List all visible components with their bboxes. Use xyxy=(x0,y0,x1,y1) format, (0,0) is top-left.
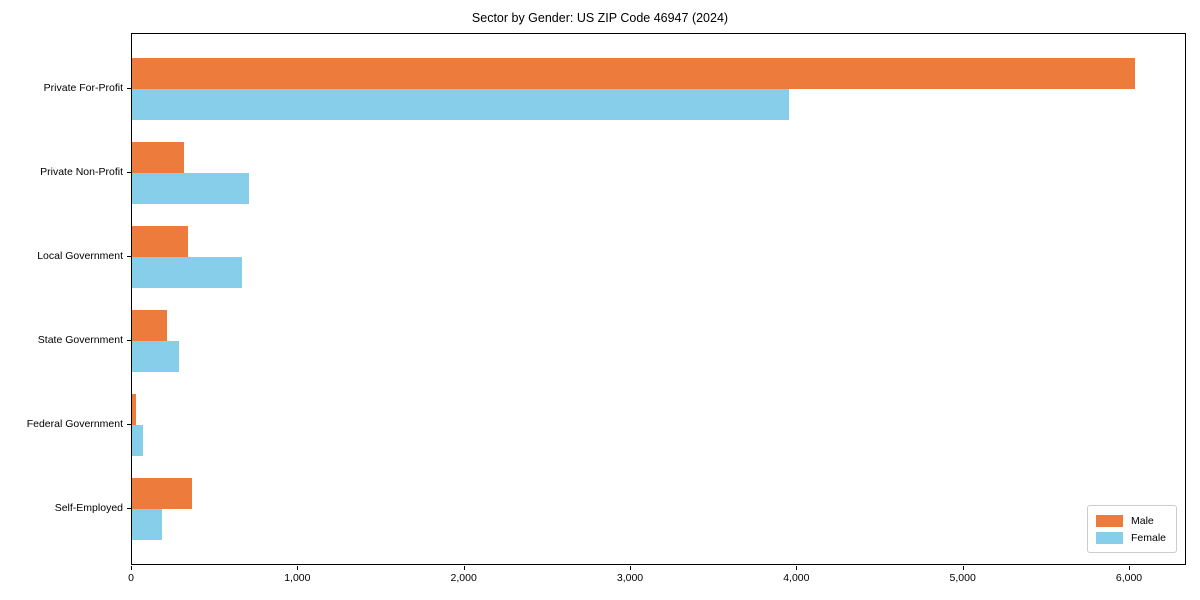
x-tick-label-6000: 6,000 xyxy=(1115,572,1143,584)
y-tick-mark xyxy=(127,172,131,173)
bar-female-self-employed xyxy=(132,509,162,540)
legend-entry-female: Female xyxy=(1095,529,1166,546)
x-tick-mark xyxy=(131,566,132,570)
legend: Male Female xyxy=(1086,505,1177,553)
bar-male-private-non-profit xyxy=(132,142,184,173)
x-tick-mark xyxy=(463,566,465,570)
bar-female-private-for-profit xyxy=(132,89,789,120)
bar-female-state-government xyxy=(132,341,179,372)
legend-swatch-male xyxy=(1095,514,1123,527)
bar-male-state-government xyxy=(132,310,167,341)
x-tick-mark xyxy=(630,566,631,570)
y-axis-label-state-government: State Government xyxy=(37,334,123,346)
y-axis-label-federal-government: Federal Government xyxy=(26,418,123,430)
y-axis-label-local-government: Local Government xyxy=(37,250,123,262)
legend-entry-male: Male xyxy=(1095,512,1166,529)
legend-swatch-female xyxy=(1095,531,1123,544)
bar-female-local-government xyxy=(132,257,242,288)
bar-male-private-for-profit xyxy=(132,58,1135,89)
x-tick-label-2000: 2,000 xyxy=(450,572,477,584)
bar-male-federal-government xyxy=(132,394,136,425)
x-tick-mark xyxy=(297,566,299,570)
legend-label-female: Female xyxy=(1130,531,1166,544)
y-tick-mark xyxy=(127,256,131,257)
y-tick-mark xyxy=(127,508,131,509)
y-tick-mark xyxy=(127,88,131,89)
x-tick-mark xyxy=(962,566,964,570)
y-tick-mark xyxy=(127,424,131,425)
bar-male-self-employed xyxy=(132,478,192,509)
bar-female-federal-government xyxy=(132,425,143,456)
x-tick-label-3000: 3,000 xyxy=(616,572,644,584)
y-tick-mark xyxy=(127,340,131,341)
x-tick-label-1000: 1,000 xyxy=(284,572,311,584)
x-tick-label-5000: 5,000 xyxy=(949,572,976,584)
legend-label-male: Male xyxy=(1130,514,1154,527)
x-tick-label-4000: 4,000 xyxy=(783,572,810,584)
x-tick-label-0: 0 xyxy=(128,572,134,584)
y-axis-label-private-non-profit: Private Non-Profit xyxy=(40,166,123,178)
chart-title: Sector by Gender: US ZIP Code 46947 (202… xyxy=(471,11,729,25)
plot-area: Male Female xyxy=(131,33,1186,565)
x-tick-mark xyxy=(796,566,798,570)
x-tick-mark xyxy=(1129,566,1130,570)
bar-male-local-government xyxy=(132,226,188,257)
bar-female-private-non-profit xyxy=(132,173,249,204)
y-axis-label-self-employed: Self-Employed xyxy=(54,502,123,514)
y-axis-label-private-for-profit: Private For-Profit xyxy=(43,82,123,94)
